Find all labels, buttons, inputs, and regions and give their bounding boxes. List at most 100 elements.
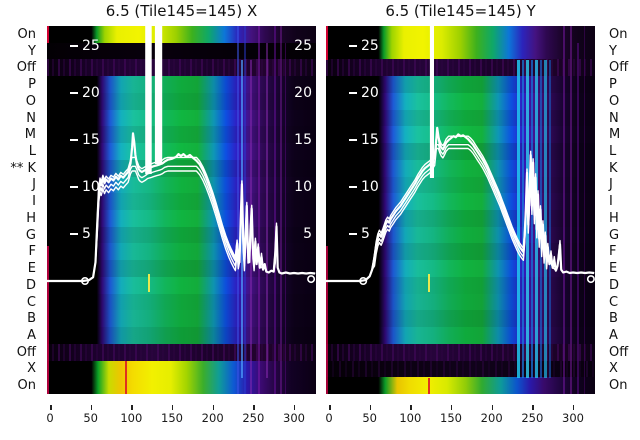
artifact-stripe — [326, 246, 328, 394]
artifact-stripe — [47, 246, 49, 394]
channel-label-i-10: I — [32, 194, 36, 210]
x-axis-tick — [293, 405, 296, 410]
artifact-stripe — [285, 43, 286, 394]
y-tick-label-left: 25 — [361, 38, 379, 54]
heatmap-row-off-2 — [47, 59, 316, 77]
x-axis-tick-label: 200 — [201, 411, 224, 425]
channel-label-y-1: Y — [609, 43, 617, 59]
y-tick-label-right: 15 — [294, 132, 312, 148]
y-tick-dash — [349, 139, 357, 141]
y-tick-label-left: 25 — [82, 38, 100, 54]
x-axis-tick-label: 150 — [161, 411, 183, 425]
channel-label-n-5: N — [609, 110, 619, 126]
channel-label-l-7: L — [28, 143, 36, 159]
x-axis-tick — [369, 405, 372, 410]
y-tick-dash — [349, 186, 357, 188]
channel-label-on-0: On — [17, 26, 36, 42]
signal-curves-overlay — [326, 26, 595, 286]
artifact-stripe — [563, 26, 565, 394]
heatmap-row-y-1 — [47, 42, 316, 61]
channel-label-column-right: On Y Off P O N M L K J I H G F E D C B A Off X On — [601, 26, 640, 394]
x-axis-tick — [572, 405, 575, 410]
channel-label-l-7: L — [609, 143, 617, 159]
channel-label-g-12: G — [609, 227, 620, 243]
y-tick-label-right: 10 — [294, 179, 312, 195]
heatmap-row-o-4 — [47, 92, 316, 111]
artifact-stripe — [517, 60, 520, 378]
heatmap-row-on-0 — [47, 26, 316, 44]
x-axis-tick — [50, 405, 52, 410]
artifact-stripe — [531, 60, 533, 378]
artifact-stripe — [544, 60, 547, 378]
channel-label-k-8: K — [609, 160, 618, 176]
x-axis-tick-label: 50 — [362, 411, 377, 425]
artifact-stripe — [577, 43, 579, 394]
channel-label-x-20: X — [609, 361, 618, 377]
heatmap-row-on-21 — [47, 377, 316, 394]
channel-label-c-16: C — [609, 294, 619, 310]
y-tick-dash — [70, 45, 78, 47]
artifact-stripe — [570, 26, 572, 394]
clipped-spike — [429, 26, 434, 178]
artifact-stripe — [584, 26, 585, 394]
x-axis-tick — [450, 405, 453, 410]
channel-label-x-20: X — [27, 361, 36, 377]
panel-title-x: 6.5 (Tile145=145) X — [105, 2, 258, 20]
x-axis-tick-label: 200 — [480, 411, 503, 425]
channel-label-p-3: P — [28, 77, 36, 93]
channel-label-a-18: A — [27, 327, 36, 343]
channel-label-d-15: D — [25, 277, 36, 293]
y-tick-label-left: 5 — [82, 226, 91, 242]
artifact-stripe — [280, 26, 282, 394]
y-tick-label-left: 10 — [361, 179, 379, 195]
x-axis-tick-label: 300 — [562, 411, 584, 425]
y-tick-label-left: 15 — [361, 132, 379, 148]
x-axis-tick — [212, 405, 215, 410]
channel-label-p-3: P — [609, 77, 617, 93]
channel-label-k-8: ** K — [10, 160, 36, 176]
y-tick-label-left: 20 — [82, 85, 100, 101]
channel-label-m-6: M — [24, 127, 36, 143]
heatmap-row-on-0 — [326, 26, 595, 44]
x-axis-tick-label: 50 — [83, 411, 98, 425]
y-tick-dash — [70, 139, 78, 141]
x-axis-tick — [253, 405, 255, 410]
heatmap-panel-y: 25 20 15 10 5 — [326, 26, 595, 394]
channel-label-b-17: B — [27, 311, 36, 327]
heatmap-row-e-14 — [47, 260, 316, 278]
signal-curves-overlay — [47, 26, 316, 286]
channel-label-on-21: On — [609, 378, 628, 394]
channel-label-f-13: F — [28, 244, 36, 260]
y-tick-label-right: 25 — [294, 38, 312, 54]
channel-label-j-9: J — [32, 177, 36, 193]
heatmap-row-k-8 — [47, 159, 316, 178]
heatmap-row-on-21 — [326, 377, 595, 394]
y-tick-dash — [349, 233, 357, 235]
heatmap-row-off-19 — [47, 343, 316, 362]
heatmap-row-b-17 — [47, 310, 316, 328]
curve-end-marker — [586, 275, 595, 284]
curve-end-marker — [80, 277, 89, 286]
artifact-stripe — [125, 361, 127, 394]
y-tick-dash — [349, 92, 357, 94]
channel-label-h-11: H — [26, 210, 36, 226]
x-axis-tick — [171, 405, 174, 410]
x-axis-tick — [532, 405, 534, 410]
y-tick-label-right: 5 — [303, 226, 312, 242]
channel-label-off-19: Off — [609, 344, 629, 360]
channel-label-m-6: M — [609, 127, 621, 143]
panel-title-y: 6.5 (Tile145=145) Y — [385, 2, 536, 20]
channel-label-b-17: B — [609, 311, 618, 327]
x-axis-tick-label: 300 — [283, 411, 305, 425]
x-axis-tick-label: 100 — [120, 411, 143, 425]
artifact-stripe — [266, 43, 268, 378]
artifact-stripe — [522, 60, 524, 378]
x-axis-tick-label: 250 — [242, 411, 265, 425]
x-axis-right-panel: 0 50 100 150 200 250 300 — [325, 394, 595, 428]
artifact-stripe — [428, 378, 430, 394]
x-axis-tick — [491, 405, 494, 410]
heatmap-row-c-16 — [47, 293, 316, 311]
heatmap-row-d-15 — [47, 276, 316, 295]
heatmap-row-m-6 — [47, 126, 316, 144]
